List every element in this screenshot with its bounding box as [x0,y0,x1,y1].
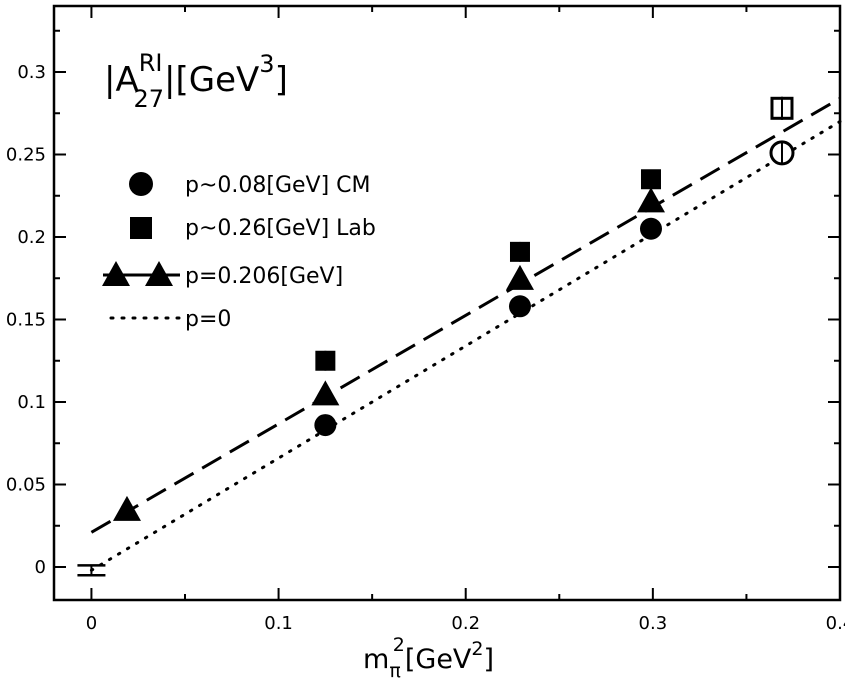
x-axis-label: mπ2[GeV2] [363,634,494,682]
point-cm [508,295,531,318]
plot-frame [52,4,842,602]
y-tick-label: 0.05 [6,475,46,496]
legend-label-p0206: p=0.206[GeV] [185,264,343,289]
point-p0206 [112,495,141,521]
x-tick-label: 0.4 [826,613,845,634]
point-lab [509,241,530,262]
legend-marker-triangle-left [102,261,130,286]
point-p0206 [311,380,340,406]
x-tick-label: 0.1 [264,613,293,634]
point-cm [639,217,662,240]
legend-marker-circle [129,172,153,196]
y-tick-label: 0.1 [17,392,46,413]
legend-label-lab: p~0.26[GeV] Lab [185,216,376,241]
x-tick-label: 0.3 [639,613,668,634]
point-p0206 [505,264,534,290]
chart-title: |ARI 27|[GeV3] [104,49,288,113]
legend: p~0.08[GeV] CM p~0.26[GeV] Lab p=0.206[G… [102,172,376,332]
y-tick-label: 0 [35,557,46,578]
fit-line-dashed [90,97,841,534]
legend-label-cm: p~0.08[GeV] CM [185,173,371,198]
legend-marker-triangle-right [145,261,173,286]
point-lab [315,350,336,371]
y-tick-label: 0.3 [17,62,46,83]
fit-line-dotted [89,120,842,572]
y-tick-label: 0.2 [17,227,46,248]
point-p0206 [636,187,665,213]
point-lab [640,169,661,190]
legend-marker-square [130,217,152,239]
legend-label-p0: p=0 [185,307,231,332]
point-cm [314,414,337,437]
y-tick-label: 0.25 [6,145,46,166]
x-tick-label: 0.2 [451,613,480,634]
x-tick-label: 0 [86,613,97,634]
y-tick-label: 0.15 [6,310,46,331]
